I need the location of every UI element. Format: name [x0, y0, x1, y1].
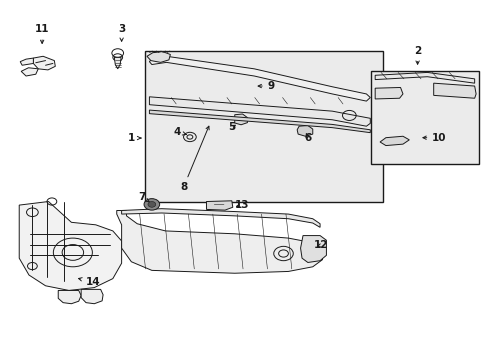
Polygon shape: [149, 56, 369, 101]
Polygon shape: [149, 110, 369, 133]
Text: 14: 14: [79, 277, 101, 287]
Bar: [144, 51, 383, 202]
Polygon shape: [58, 291, 81, 304]
Text: 13: 13: [234, 200, 249, 210]
Polygon shape: [122, 209, 320, 227]
Polygon shape: [374, 72, 474, 83]
Text: 6: 6: [304, 133, 311, 143]
Text: 10: 10: [422, 133, 446, 143]
Polygon shape: [374, 87, 402, 99]
Polygon shape: [117, 211, 322, 273]
Polygon shape: [19, 202, 122, 291]
Text: 2: 2: [413, 46, 420, 64]
Polygon shape: [297, 126, 312, 136]
Text: 11: 11: [35, 24, 49, 44]
Circle shape: [144, 199, 159, 210]
Polygon shape: [147, 51, 170, 62]
Polygon shape: [206, 201, 232, 210]
Polygon shape: [20, 58, 33, 65]
Text: 1: 1: [127, 133, 141, 143]
Polygon shape: [21, 68, 38, 76]
Text: 9: 9: [258, 81, 274, 91]
Text: 5: 5: [228, 122, 235, 132]
Polygon shape: [300, 235, 326, 262]
Text: 8: 8: [180, 126, 209, 192]
Text: 3: 3: [118, 24, 125, 41]
Circle shape: [148, 202, 156, 207]
Polygon shape: [379, 136, 408, 145]
Polygon shape: [149, 97, 369, 126]
Polygon shape: [433, 83, 475, 98]
Text: 4: 4: [173, 127, 186, 136]
Polygon shape: [81, 289, 103, 304]
Polygon shape: [33, 56, 55, 70]
Text: 7: 7: [138, 192, 149, 202]
Polygon shape: [234, 114, 247, 125]
Polygon shape: [114, 57, 121, 69]
Text: 12: 12: [314, 240, 328, 250]
Bar: [370, 71, 478, 164]
